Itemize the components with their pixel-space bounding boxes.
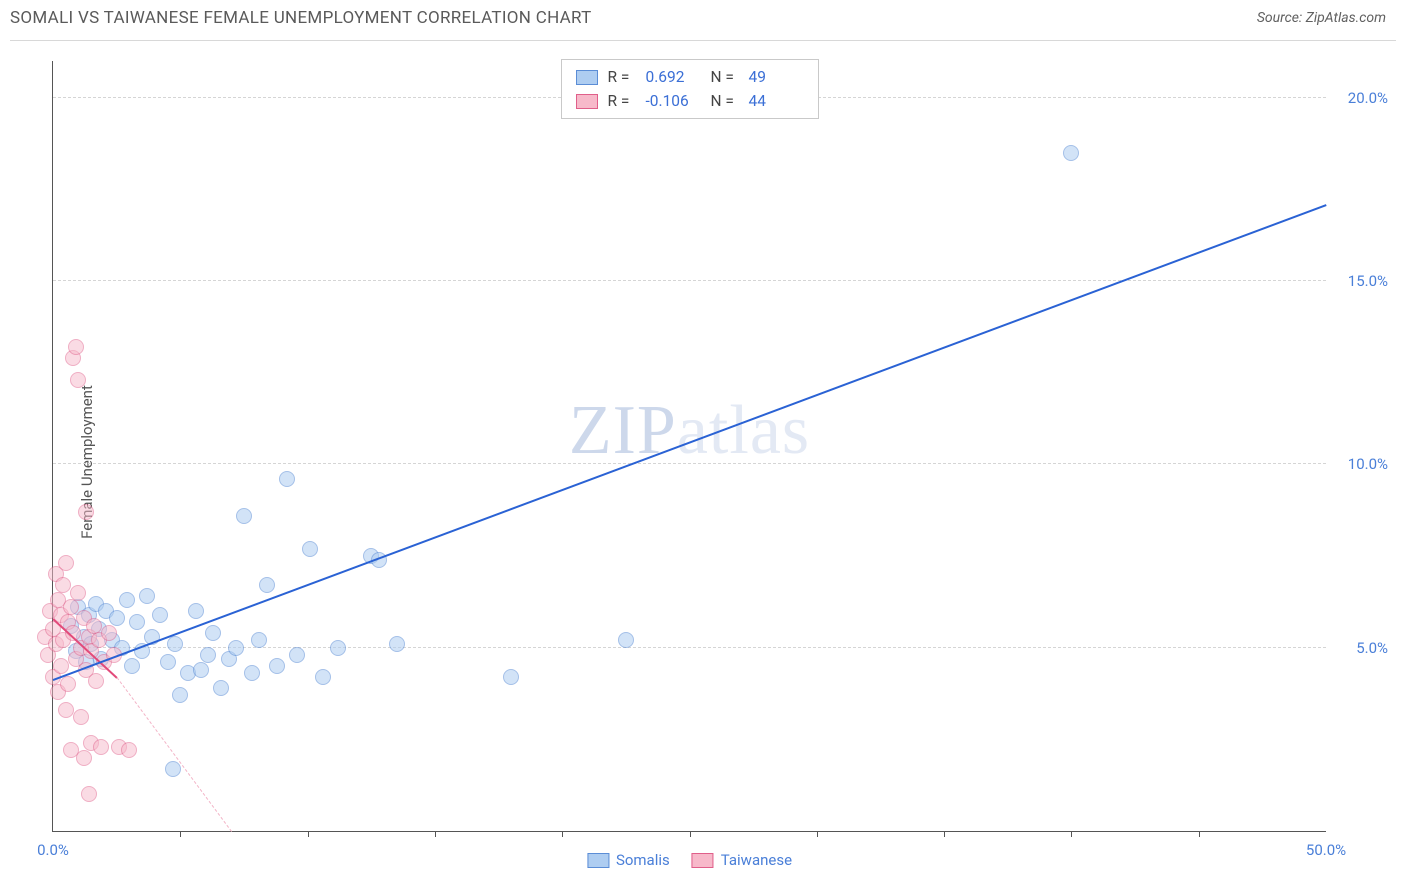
series-name: Somalis <box>616 851 670 869</box>
scatter-point <box>236 508 252 524</box>
scatter-point <box>269 658 285 674</box>
scatter-point <box>53 658 69 674</box>
scatter-point <box>124 658 140 674</box>
y-tick-label: 5.0% <box>1333 639 1388 657</box>
scatter-point <box>78 504 94 520</box>
scatter-point <box>60 676 76 692</box>
scatter-point <box>109 610 125 626</box>
grid-line <box>53 280 1326 281</box>
legend-n-label: N = <box>711 89 739 113</box>
scatter-point <box>618 632 634 648</box>
scatter-point <box>55 577 71 593</box>
scatter-point <box>93 739 109 755</box>
legend-r-label: R = <box>608 89 636 113</box>
scatter-point <box>58 555 74 571</box>
series-legend-item: Somalis <box>587 851 670 869</box>
scatter-point <box>101 625 117 641</box>
scatter-point <box>193 662 209 678</box>
legend-n-value: 44 <box>749 89 804 113</box>
scatter-point <box>68 339 84 355</box>
series-name: Taiwanese <box>721 851 792 869</box>
legend-r-value: -0.106 <box>646 89 701 113</box>
scatter-point <box>88 673 104 689</box>
grid-line <box>53 463 1326 464</box>
scatter-point <box>1063 145 1079 161</box>
legend-row: R = 0.692 N = 49 <box>576 65 804 89</box>
y-tick-label: 20.0% <box>1333 89 1388 107</box>
legend-row: R = -0.106 N = 44 <box>576 89 804 113</box>
scatter-point <box>81 786 97 802</box>
scatter-point <box>205 625 221 641</box>
legend-swatch <box>576 94 598 109</box>
legend-n-value: 49 <box>749 65 804 89</box>
scatter-point <box>86 618 102 634</box>
scatter-point <box>330 640 346 656</box>
scatter-point <box>259 577 275 593</box>
x-minor-tick <box>1071 831 1072 837</box>
x-minor-tick <box>944 831 945 837</box>
scatter-point <box>251 632 267 648</box>
chart-title: SOMALI VS TAIWANESE FEMALE UNEMPLOYMENT … <box>10 8 592 28</box>
x-tick-label: 50.0% <box>1306 841 1346 859</box>
scatter-point <box>160 654 176 670</box>
scatter-point <box>389 636 405 652</box>
scatter-point <box>172 687 188 703</box>
trend-line <box>53 204 1327 681</box>
scatter-point <box>152 607 168 623</box>
scatter-point <box>119 592 135 608</box>
scatter-point <box>121 742 137 758</box>
legend-swatch <box>692 853 714 868</box>
scatter-point <box>73 709 89 725</box>
scatter-point <box>70 585 86 601</box>
scatter-point <box>244 665 260 681</box>
scatter-point <box>70 372 86 388</box>
x-minor-tick <box>817 831 818 837</box>
plot-area: ZIPatlas R =0.692N =49R =-0.106N =44 Som… <box>52 61 1326 832</box>
x-minor-tick <box>435 831 436 837</box>
series-legend: Somalis Taiwanese <box>587 851 792 869</box>
series-legend-item: Taiwanese <box>692 851 792 869</box>
scatter-point <box>302 541 318 557</box>
chart-container: Female Unemployment ZIPatlas R =0.692N =… <box>10 40 1396 882</box>
y-tick-label: 15.0% <box>1333 272 1388 290</box>
x-minor-tick <box>1199 831 1200 837</box>
x-minor-tick <box>308 831 309 837</box>
watermark: ZIPatlas <box>569 391 810 471</box>
scatter-point <box>289 647 305 663</box>
scatter-point <box>76 750 92 766</box>
source-label: Source: ZipAtlas.com <box>1257 10 1386 26</box>
chart-header: SOMALI VS TAIWANESE FEMALE UNEMPLOYMENT … <box>0 0 1406 34</box>
legend-r-value: 0.692 <box>646 65 701 89</box>
y-tick-label: 10.0% <box>1333 455 1388 473</box>
scatter-point <box>58 702 74 718</box>
legend-swatch <box>587 853 609 868</box>
x-minor-tick <box>562 831 563 837</box>
scatter-point <box>503 669 519 685</box>
x-tick-label: 0.0% <box>37 841 69 859</box>
scatter-point <box>228 640 244 656</box>
legend-swatch <box>576 70 598 85</box>
scatter-point <box>200 647 216 663</box>
scatter-point <box>279 471 295 487</box>
correlation-legend: R = 0.692 N = 49 R = -0.106 N = 44 <box>561 59 819 119</box>
x-minor-tick <box>180 831 181 837</box>
legend-n-label: N = <box>711 65 739 89</box>
legend-r-label: R = <box>608 65 636 89</box>
scatter-point <box>188 603 204 619</box>
scatter-point <box>315 669 331 685</box>
scatter-point <box>129 614 145 630</box>
scatter-point <box>139 588 155 604</box>
scatter-point <box>165 761 181 777</box>
scatter-point <box>213 680 229 696</box>
x-minor-tick <box>690 831 691 837</box>
scatter-point <box>167 636 183 652</box>
